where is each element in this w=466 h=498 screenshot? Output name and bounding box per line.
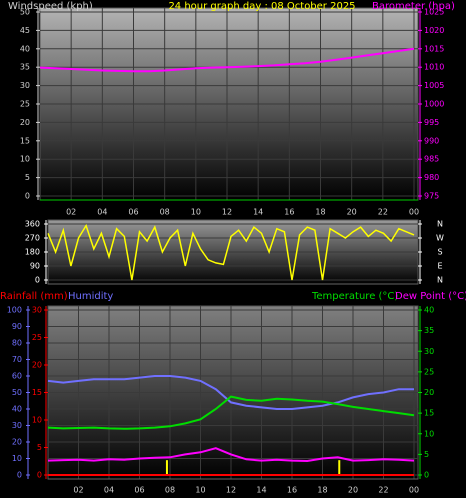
y-tick-label: 50: [20, 8, 30, 17]
y2-tick-label: 40: [424, 306, 434, 315]
series-line: [47, 395, 415, 430]
x-tick-label: 00: [409, 486, 419, 495]
x-tick-label: 16: [287, 486, 297, 495]
y-tick-label: 80: [12, 339, 22, 348]
x-tick-label: 18: [315, 208, 325, 217]
y-tick-label: 100: [7, 306, 22, 315]
x-tick-label: 16: [284, 208, 294, 217]
y2-tick-label: 990: [424, 136, 439, 145]
series-line: [47, 447, 415, 463]
legend-label: Temperature (°C): [311, 291, 398, 302]
y2-tick-label: 5: [424, 450, 429, 459]
y3-tick-label: 0: [37, 471, 42, 480]
x-tick-label: 02: [66, 208, 76, 217]
x-tick-label: 08: [160, 208, 170, 217]
x-tick-label: 10: [191, 208, 201, 217]
y2-tick-label: 1000: [424, 100, 444, 109]
legend-label: Humidity: [68, 291, 113, 302]
y-tick-label: 0: [35, 276, 40, 285]
x-tick-label: 08: [165, 486, 175, 495]
y-tick-label: 70: [12, 355, 22, 364]
y-tick-label: 10: [20, 155, 30, 164]
x-tick-label: 12: [222, 208, 232, 217]
y-tick-label: 45: [20, 26, 30, 35]
y-tick-label: 50: [12, 388, 22, 397]
title: 24 hour graph day : 08 October 2025: [168, 1, 355, 12]
y2-tick-label: N: [437, 276, 443, 285]
x-tick-label: 14: [253, 208, 263, 217]
y2-tick-label: E: [437, 262, 442, 271]
y-tick-label: 360: [25, 220, 40, 229]
y3-tick-label: 15: [32, 388, 42, 397]
y-tick-label: 270: [25, 234, 40, 243]
y-tick-label: 15: [20, 136, 30, 145]
y2-tick-label: 1005: [424, 81, 444, 90]
y2-tick-label: 1010: [424, 63, 444, 72]
y2-tick-label: S: [437, 248, 442, 257]
y-tick-label: 20: [20, 118, 30, 127]
y2-tick-label: 975: [424, 192, 439, 201]
y-tick-label: 30: [20, 81, 30, 90]
y3-tick-label: 25: [32, 333, 42, 342]
x-tick-label: 02: [73, 486, 83, 495]
y2-tick-label: 985: [424, 155, 439, 164]
y-tick-label: 40: [20, 44, 30, 53]
x-tick-label: 14: [256, 486, 266, 495]
y3-tick-label: 30: [32, 306, 42, 315]
y-tick-label: 10: [12, 454, 22, 463]
x-tick-label: 06: [128, 208, 138, 217]
y-tick-label: 25: [20, 100, 30, 109]
x-tick-label: 20: [348, 486, 358, 495]
y2-tick-label: 995: [424, 118, 439, 127]
y-tick-label: 0: [17, 471, 22, 480]
y-tick-label: 180: [25, 248, 40, 257]
event-bar: [338, 460, 341, 475]
y-tick-label: 60: [12, 372, 22, 381]
x-tick-label: 10: [195, 486, 205, 495]
y-tick-label: 0: [25, 192, 30, 201]
y2-tick-label: W: [436, 234, 444, 243]
y3-tick-label: 20: [32, 361, 42, 370]
event-bar: [165, 460, 168, 475]
y2-tick-label: 10: [424, 429, 434, 438]
y2-label: Barometer (hpa): [372, 1, 455, 12]
x-tick-label: 22: [378, 486, 388, 495]
x-tick-label: 04: [104, 486, 114, 495]
y2-tick-label: 35: [424, 326, 434, 335]
y3-tick-label: 5: [37, 443, 42, 452]
x-tick-label: 20: [347, 208, 357, 217]
series-line: [47, 223, 415, 281]
x-tick-label: 00: [409, 208, 419, 217]
y2-tick-label: N: [437, 220, 443, 229]
y2-tick-label: 1015: [424, 44, 444, 53]
x-tick-label: 22: [378, 208, 388, 217]
y-tick-label: 20: [12, 438, 22, 447]
y-tick-label: 90: [30, 262, 40, 271]
y-tick-label: 30: [12, 421, 22, 430]
y2-tick-label: 25: [424, 367, 434, 376]
y2-tick-label: 0: [424, 471, 429, 480]
y2-tick-label: 980: [424, 173, 439, 182]
x-tick-label: 18: [317, 486, 327, 495]
x-tick-label: 06: [134, 486, 144, 495]
y2-tick-label: 1025: [424, 8, 444, 17]
y-label: Windspeed (kph): [8, 1, 93, 12]
legend-label: Rainfall (mm): [0, 291, 68, 302]
series-line: [47, 375, 414, 410]
y2-tick-label: 15: [424, 409, 434, 418]
y3-tick-label: 10: [32, 416, 42, 425]
legend-label: Dew Point (°C): [395, 291, 466, 302]
series-line: [39, 47, 415, 73]
y2-tick-label: 20: [424, 388, 434, 397]
y-tick-label: 40: [12, 405, 22, 414]
y-tick-label: 35: [20, 63, 30, 72]
x-tick-label: 04: [97, 208, 107, 217]
y2-tick-label: 30: [424, 347, 434, 356]
y-tick-label: 5: [25, 173, 30, 182]
y2-tick-label: 1020: [424, 26, 444, 35]
y-tick-label: 90: [12, 322, 22, 331]
x-tick-label: 12: [226, 486, 236, 495]
